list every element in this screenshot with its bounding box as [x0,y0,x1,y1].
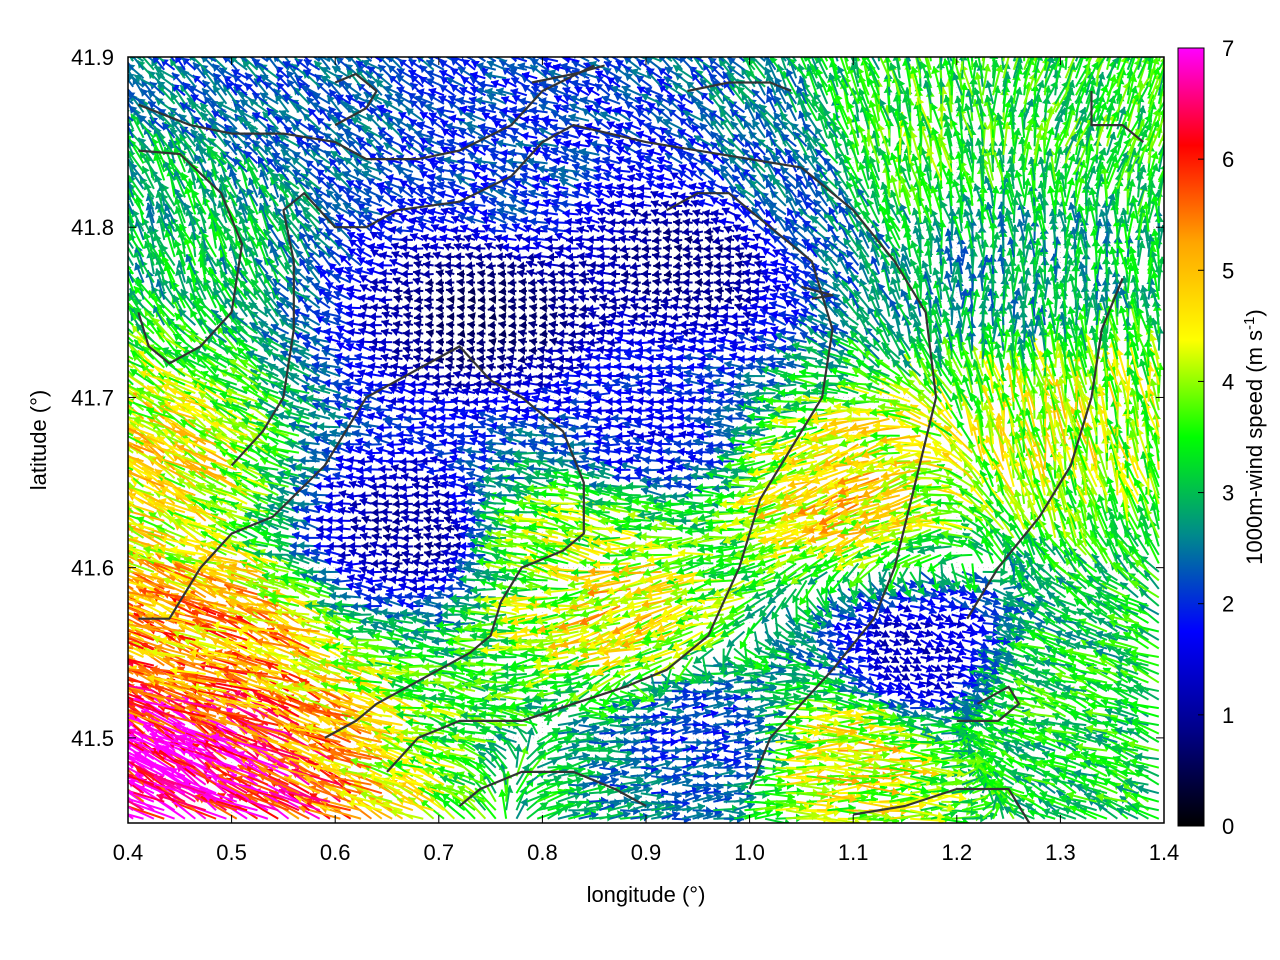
wind-vector-head [99,783,107,791]
wind-vector-head [107,767,115,776]
wind-vector-head [671,754,679,763]
wind-vector-head [88,780,96,788]
wind-vector [390,808,423,819]
wind-vector-head [108,774,116,782]
wind-vector [1135,752,1159,761]
wind-vector-head [105,789,113,798]
wind-vector-head [90,801,98,810]
wind-vector-shaft [78,767,133,793]
wind-vector-head [665,760,673,769]
wind-vector [88,779,133,810]
wind-vector [83,748,133,785]
wind-vector-shaft [83,748,133,785]
wind-vector-head [87,786,95,794]
wind-vector [86,756,134,776]
wind-vector-head [78,766,86,774]
wind-vector-shaft [88,779,133,810]
wind-vector-head [96,777,104,785]
wind-vector [87,764,134,801]
wind-vector-head [116,785,124,794]
wind-vector-head [697,770,705,779]
wind-vector-shaft [87,764,134,801]
wind-vector [78,766,133,793]
wind-vector-head [109,778,117,786]
wind-vector-head [86,756,94,764]
wind-vector-head [87,765,95,773]
wind-vector-head [95,750,103,758]
wind-vector-shaft [86,757,134,776]
wind-vector-head [110,751,118,759]
wind-vector-head [797,787,804,796]
wind-vector-shaft [87,786,133,818]
wind-vector [662,765,682,774]
wind-vector [87,786,133,818]
wind-vector-head [674,765,682,774]
wind-vector-head [716,782,724,791]
wind-vector-head [120,802,128,811]
wind-vector-head [111,754,119,762]
wind-vector-head [787,781,794,790]
wind-vector-head [102,764,110,772]
wind-vectors [78,29,1174,829]
wind-vector [641,755,659,764]
wind-vector-head [102,794,110,802]
wind-vector-head [97,765,105,773]
wind-vector-head [111,769,119,777]
